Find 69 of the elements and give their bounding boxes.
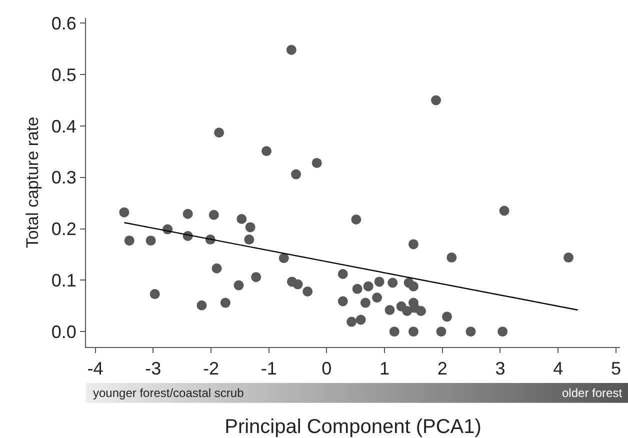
point [146,236,156,246]
point [236,214,247,224]
point [360,298,370,308]
point [262,146,272,156]
point [446,252,457,263]
point [442,312,452,322]
y-axis-title: Total capture rate [22,116,42,248]
point [234,280,244,290]
point [356,314,366,325]
point [292,279,303,290]
point [208,210,219,220]
text: older forest [562,386,623,400]
x-tick-label: 2 [437,358,448,379]
point [372,292,382,303]
point [416,306,426,316]
y-tick-label: 0.4 [51,116,76,136]
point [408,281,418,292]
point [499,206,510,216]
point [431,95,442,106]
point [124,236,134,246]
point [150,289,160,300]
point [408,239,418,250]
point [338,296,348,306]
y-tick-label: 0.1 [51,270,76,290]
point [214,128,224,138]
point [374,276,384,287]
point [436,326,446,337]
point [466,326,476,337]
point [352,284,362,294]
x-tick-label: -3 [145,358,162,379]
point [244,234,254,245]
point [388,278,398,288]
x-tick-label: -4 [87,358,104,379]
y-tick-label: 0.5 [51,64,76,85]
point [389,326,400,337]
point [182,208,193,219]
point [384,304,395,315]
point [278,253,289,264]
point [251,272,262,282]
y-tick-label: 0.0 [51,322,76,342]
y-tick-label: 0.3 [51,168,76,188]
point [338,269,348,279]
point [498,326,508,337]
point [312,158,322,168]
point [302,286,313,296]
x-tick-label: 5 [610,358,621,379]
point [286,44,296,55]
point [291,169,302,180]
point [196,300,207,310]
x-tick-label: 4 [553,358,564,379]
point [212,263,222,274]
point [119,207,130,218]
point [408,326,418,337]
point [245,222,256,232]
point [402,306,412,316]
point [346,316,357,327]
x-tick-label: 3 [495,358,506,379]
text: younger forest/coastal scrub [93,386,244,400]
x-tick-label: -1 [260,358,277,379]
x-tick-label: 0 [322,358,332,379]
x-tick-label: 1 [380,358,390,379]
x-tick-label: -2 [202,358,219,379]
point [363,281,374,292]
x-axis-title: Principal Component (PCA1) [224,416,482,438]
y-tick-label: 0.2 [51,219,76,240]
point [351,214,362,225]
point [220,298,230,308]
y-tick-label: 0.6 [51,13,76,34]
point [564,252,574,263]
